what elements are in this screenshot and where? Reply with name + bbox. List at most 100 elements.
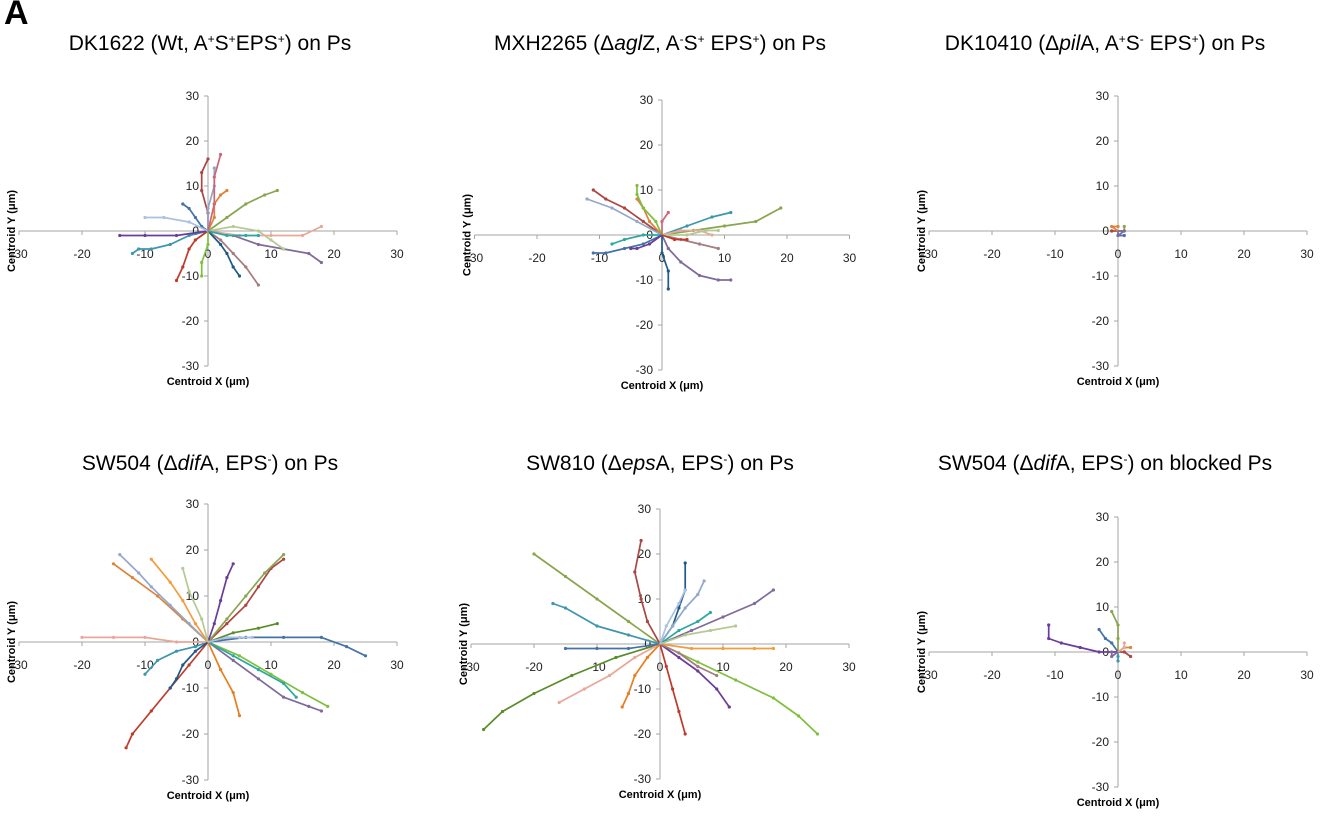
y-tick-label: 30	[1096, 89, 1110, 103]
x-tick-label: -10	[1046, 247, 1064, 261]
y-tick-label: 30	[640, 93, 654, 107]
trajectory-point	[702, 579, 706, 583]
trajectory-point	[237, 274, 242, 278]
x-tick-label: 30	[1300, 247, 1314, 261]
trajectory-point	[666, 269, 670, 273]
trajectory-point	[645, 619, 650, 624]
trajectory-plot-4: -30 -20 -10 0 10 20 303020100-10-20-30Centroid…	[6, 497, 404, 802]
trajectory-point	[1122, 650, 1126, 654]
y-tick-label: 10	[1096, 179, 1110, 193]
trajectory-series-line-18	[659, 589, 686, 645]
trajectory-point	[815, 732, 820, 736]
trajectory-point	[174, 649, 179, 653]
trajectory-point	[666, 246, 670, 251]
trajectory-point	[1116, 636, 1120, 641]
trajectory-point	[683, 732, 687, 736]
trajectory-point	[482, 727, 486, 732]
panel-letter: A	[4, 0, 29, 32]
y-tick-label: -30	[1092, 780, 1110, 794]
x-tick-label: 10	[1174, 668, 1188, 682]
x-axis-title: Centroid X (μm)	[619, 789, 702, 801]
trajectory-point	[1097, 650, 1101, 654]
x-tick-label: 20	[327, 247, 341, 261]
trajectory-point	[307, 251, 311, 256]
trajectory-point	[1116, 233, 1120, 238]
trajectory-point	[551, 601, 555, 606]
trajectory-point	[629, 246, 633, 251]
trajectory-point	[237, 635, 242, 640]
x-tick-label: 30	[390, 658, 404, 672]
trajectory-point	[187, 622, 191, 626]
trajectory-point	[620, 705, 624, 709]
y-tick-label: 30	[186, 497, 200, 511]
y-tick-label: -10	[182, 681, 200, 695]
trajectory-series-line-3	[1098, 629, 1119, 653]
y-tick-label: -20	[634, 727, 652, 741]
trajectory-point	[200, 170, 204, 175]
trajectory-point	[1122, 233, 1126, 238]
chart-title-3: DK10410 (ΔpilA, A+S- EPS+) on Ps	[944, 32, 1266, 55]
trajectory-point	[604, 251, 608, 255]
trajectory-series-line-15	[207, 641, 241, 716]
trajectory-series-line-16	[207, 622, 278, 643]
trajectory-series-line-12	[150, 558, 209, 643]
trajectory-point	[187, 589, 191, 594]
trajectory-point	[231, 562, 235, 566]
trajectory-point	[149, 247, 153, 251]
trajectory-point	[604, 197, 608, 201]
trajectory-point	[345, 645, 349, 649]
trajectory-point	[206, 242, 210, 247]
trajectory-point	[679, 260, 683, 264]
trajectory-point	[256, 283, 260, 287]
x-tick-label: -10	[591, 251, 609, 265]
trajectory-series-line-16	[659, 611, 711, 645]
trajectory-series-line-14	[630, 234, 663, 250]
x-tick-label: 0	[659, 251, 666, 265]
trajectory-point	[187, 247, 191, 251]
trajectory-point	[671, 687, 675, 691]
x-tick-label: 10	[264, 658, 278, 672]
trajectory-point	[1103, 636, 1107, 641]
x-tick-label: -30	[920, 247, 938, 261]
trajectory-point	[1122, 641, 1126, 645]
trajectory-point	[231, 691, 235, 695]
trajectory-series-line-17	[207, 154, 222, 232]
trajectory-point	[231, 658, 235, 663]
x-tick-label: -20	[528, 251, 546, 265]
trajectory-point	[111, 635, 116, 640]
x-tick-label: 10	[718, 251, 732, 265]
trajectory-point	[219, 599, 223, 603]
trajectory-point	[225, 622, 229, 626]
y-tick-label: 20	[638, 547, 652, 561]
trajectory-point	[664, 664, 668, 669]
trajectory-point	[532, 691, 536, 696]
trajectory-point	[641, 233, 645, 237]
trajectory-series-line-2	[586, 198, 663, 236]
x-tick-label: 0	[205, 658, 212, 672]
trajectory-point	[1116, 224, 1120, 229]
trajectory-point	[282, 681, 286, 686]
chart-title-5: SW810 (ΔepsA, EPS-) on Ps	[526, 452, 794, 475]
x-tick-label: -10	[1046, 668, 1064, 682]
trajectory-point	[1122, 645, 1126, 650]
trajectory-point	[666, 287, 670, 291]
trajectory-point	[1110, 229, 1114, 233]
trajectory-series-line-13	[200, 231, 209, 276]
trajectory-series-line-14	[145, 216, 209, 232]
y-tick-label: -20	[1092, 314, 1110, 328]
trajectory-point	[193, 645, 197, 649]
trajectory-point	[727, 705, 731, 709]
trajectory-point	[193, 649, 197, 653]
trajectory-point	[595, 597, 599, 601]
trajectory-series-line-7	[661, 234, 719, 250]
trajectory-point	[752, 601, 757, 606]
trajectory-point	[256, 585, 260, 589]
trajectory-point	[143, 635, 147, 640]
trajectory-series-line-16	[661, 212, 669, 235]
trajectory-point	[591, 251, 595, 255]
trajectory-point	[716, 278, 720, 282]
trajectory-point	[300, 233, 305, 238]
trajectory-point	[696, 592, 700, 597]
trajectory-point	[683, 588, 687, 592]
y-tick-label: 0	[192, 224, 199, 238]
